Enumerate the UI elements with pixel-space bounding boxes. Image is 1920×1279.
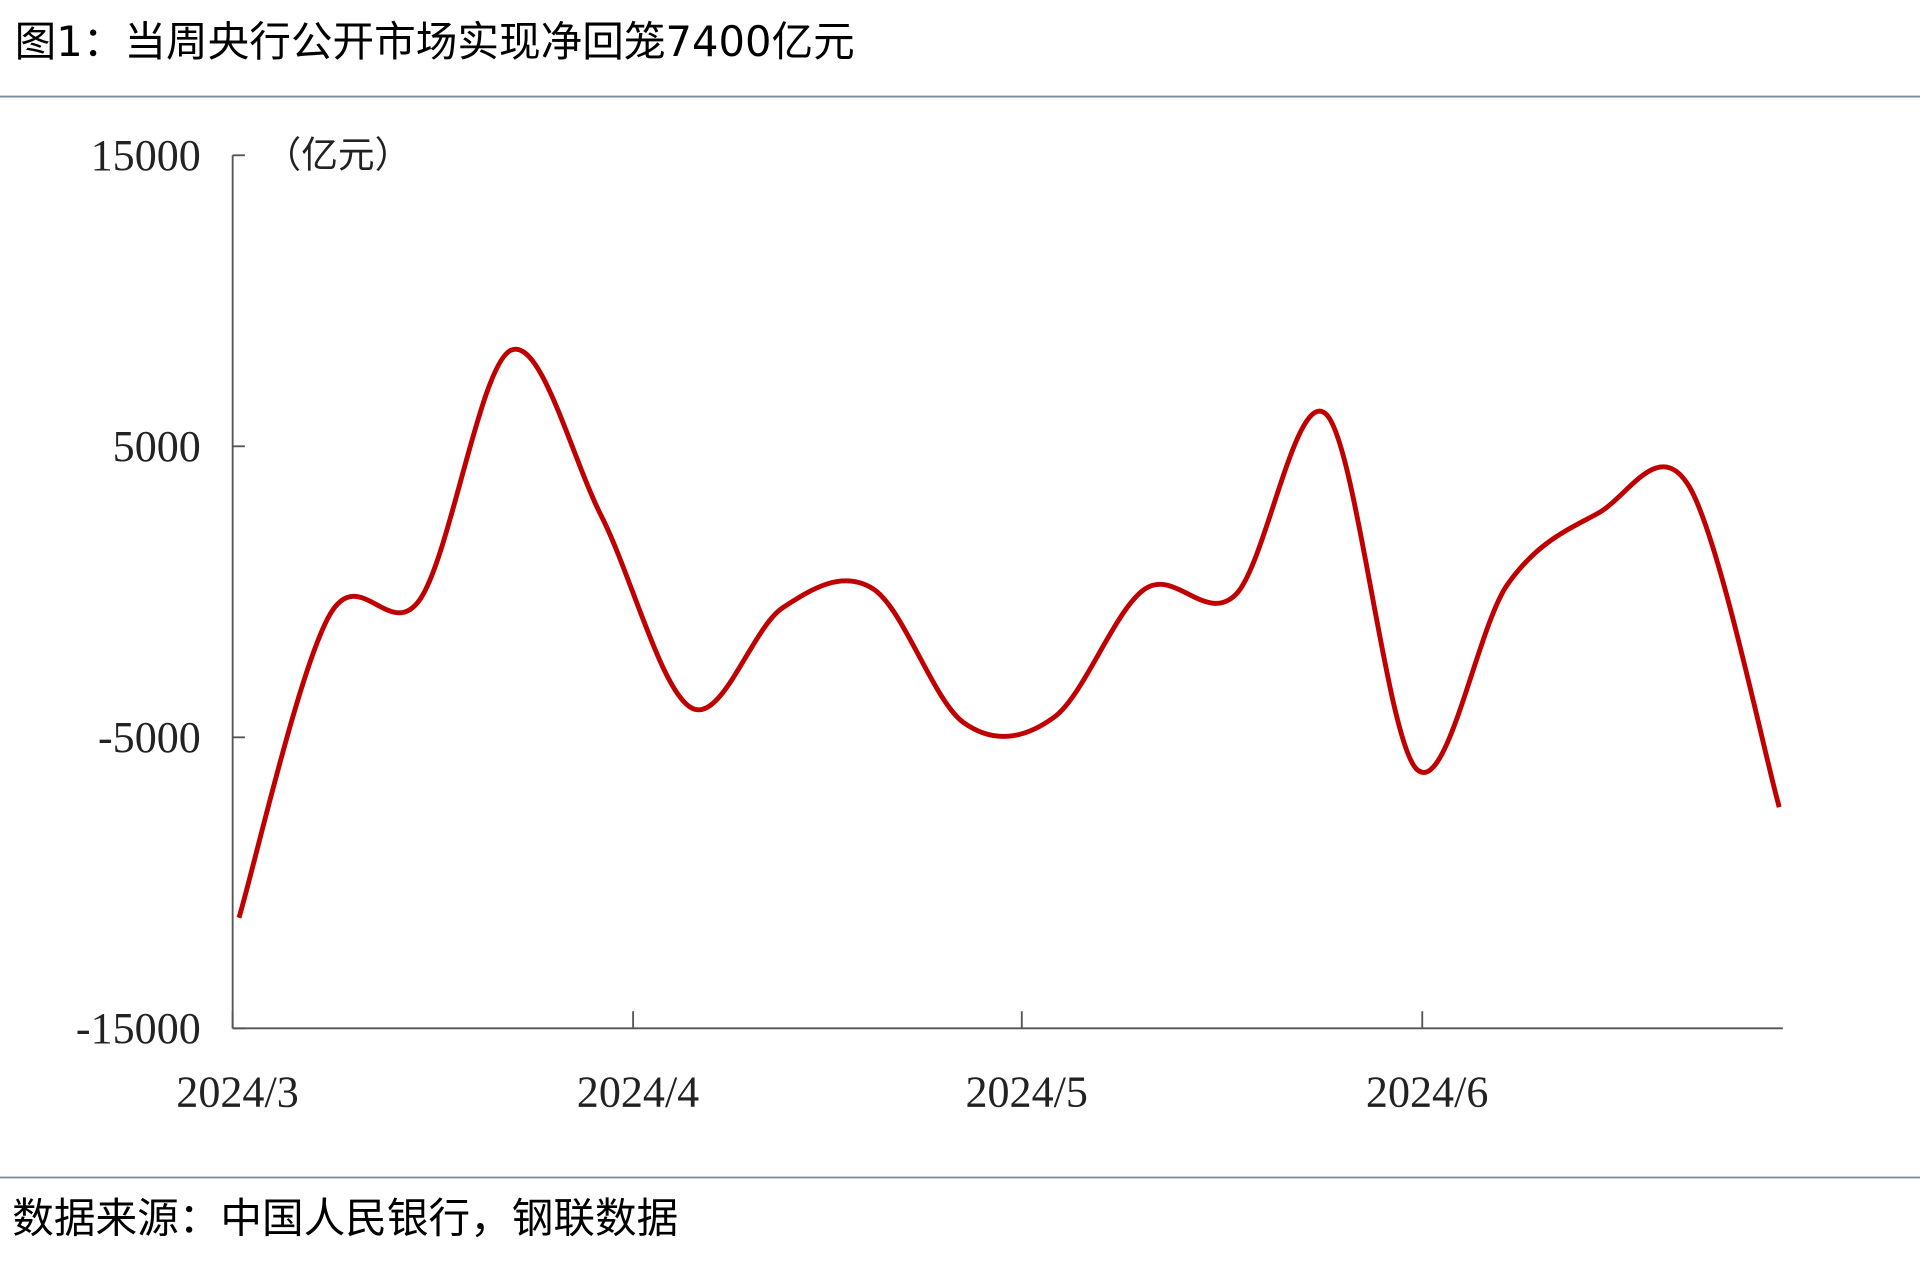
y-tick-label: -15000 [76, 1004, 201, 1053]
chart-title: 图1：当周央行公开市场实现净回笼7400亿元 [15, 17, 855, 66]
y-tick-label: 5000 [113, 422, 201, 471]
y-tick-label: -5000 [98, 713, 201, 762]
x-tick-label: 2024/5 [965, 1068, 1087, 1117]
y-tick-label: 15000 [91, 131, 201, 180]
y-unit: （亿元） [264, 134, 411, 177]
data-line [236, 346, 1782, 919]
x-tick-label: 2024/4 [577, 1068, 699, 1117]
x-tick-label: 2024/6 [1366, 1068, 1488, 1117]
source-note: 数据来源：中国人民银行，钢联数据 [12, 1194, 678, 1243]
x-tick-label: 2024/3 [176, 1068, 298, 1117]
